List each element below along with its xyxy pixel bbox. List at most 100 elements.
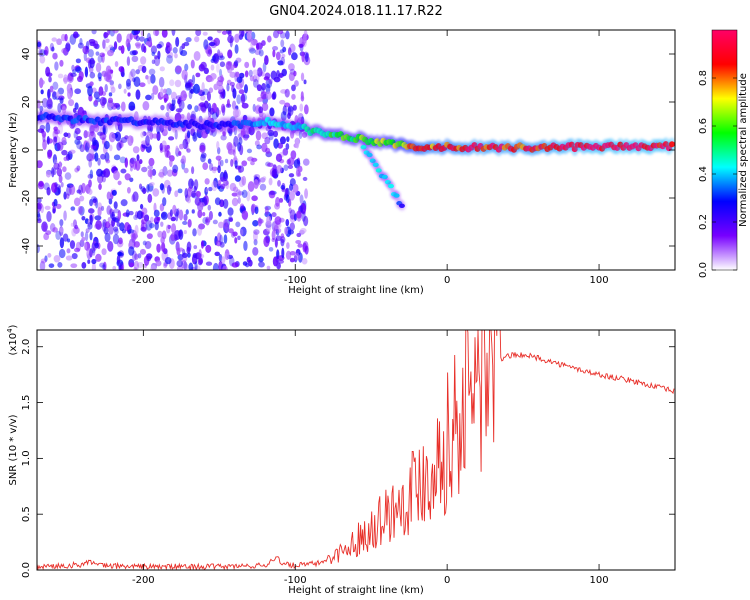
noise-blob	[175, 108, 183, 113]
noise-blob	[296, 232, 302, 238]
noise-blob	[240, 93, 246, 105]
noise-blob	[54, 129, 61, 135]
noise-blob	[259, 177, 266, 183]
noise-blob	[47, 152, 52, 159]
noise-blob	[127, 135, 134, 147]
noise-blob	[63, 132, 69, 138]
noise-blob	[213, 103, 217, 114]
noise-blob	[256, 144, 262, 150]
noise-blob	[256, 84, 262, 92]
snr-frame	[36, 329, 676, 571]
noise-blob	[248, 69, 253, 77]
noise-blob	[146, 233, 153, 240]
noise-blob	[53, 136, 58, 143]
noise-blob	[113, 226, 119, 232]
noise-blob	[145, 220, 153, 231]
noise-blob	[237, 197, 241, 204]
noise-blob	[109, 80, 115, 86]
noise-blob	[166, 184, 172, 195]
ridge-point	[387, 183, 394, 189]
noise-blob	[254, 206, 259, 215]
noise-blob	[89, 248, 93, 258]
noise-blob	[304, 188, 308, 199]
noise-blob	[150, 264, 157, 270]
noise-blob	[183, 230, 187, 235]
noise-blob	[37, 41, 42, 48]
noise-blob	[205, 244, 212, 253]
noise-blob	[299, 204, 304, 213]
noise-blob	[46, 210, 52, 222]
noise-blob	[169, 159, 173, 168]
noise-blob	[56, 141, 64, 151]
noise-blob	[172, 47, 178, 54]
noise-blob	[252, 247, 259, 256]
noise-blob	[89, 214, 93, 225]
noise-blob	[84, 142, 90, 153]
noise-blob	[40, 89, 44, 95]
ridge-point	[372, 162, 379, 167]
noise-blob	[156, 131, 161, 141]
noise-blob	[208, 210, 213, 221]
noise-blob	[253, 174, 261, 180]
noise-blob	[272, 256, 278, 267]
noise-blob	[85, 41, 90, 50]
noise-blob	[234, 175, 241, 182]
noise-blob	[302, 176, 308, 181]
noise-blob	[241, 102, 249, 109]
noise-blob	[227, 144, 233, 154]
noise-blob	[51, 91, 58, 100]
noise-blob	[45, 122, 51, 133]
noise-blob	[62, 77, 69, 83]
noise-blob	[252, 103, 256, 112]
noise-blob	[274, 238, 278, 248]
noise-blob	[145, 135, 150, 146]
noise-blob	[241, 175, 247, 186]
noise-blob	[273, 76, 281, 83]
noise-blob	[272, 91, 277, 100]
noise-blob	[167, 46, 173, 52]
noise-blob	[229, 71, 237, 78]
noise-blob	[299, 194, 304, 205]
noise-blob	[79, 195, 85, 202]
noise-blob	[207, 49, 212, 55]
noise-blob	[112, 30, 119, 34]
noise-blob	[75, 241, 81, 252]
noise-blob	[64, 33, 68, 42]
noise-blob	[75, 66, 82, 73]
noise-blob	[61, 136, 67, 146]
noise-blob	[46, 136, 50, 145]
noise-blob	[207, 36, 213, 41]
noise-blob	[118, 83, 122, 90]
noise-blob	[126, 186, 131, 194]
noise-blob	[128, 262, 135, 268]
noise-blob	[232, 231, 238, 237]
noise-blob	[46, 103, 53, 109]
noise-blob	[153, 209, 160, 218]
x-tick-label: 100	[590, 575, 609, 586]
noise-blob	[53, 198, 58, 207]
noise-blob	[295, 137, 300, 149]
spectrogram-y-axis-label: Frequency (Hz)	[8, 112, 19, 188]
noise-blob	[267, 129, 275, 137]
noise-blob	[52, 154, 58, 165]
noise-blob	[124, 157, 128, 168]
noise-blob	[63, 74, 68, 85]
noise-blob	[267, 35, 272, 43]
noise-blob	[164, 144, 171, 152]
noise-blob	[286, 242, 290, 250]
noise-blob	[117, 180, 122, 186]
noise-blob	[139, 203, 144, 210]
noise-blob	[78, 71, 84, 80]
noise-blob	[295, 239, 302, 244]
noise-blob	[160, 87, 164, 98]
noise-blob	[89, 125, 95, 137]
noise-blob	[208, 87, 214, 93]
noise-blob	[167, 106, 172, 114]
noise-blob	[81, 262, 87, 269]
noise-blob	[99, 262, 106, 268]
noise-blob	[56, 38, 62, 46]
noise-blob	[37, 213, 41, 222]
noise-blob	[253, 229, 260, 235]
noise-blob	[217, 84, 224, 93]
noise-blob	[238, 137, 243, 146]
